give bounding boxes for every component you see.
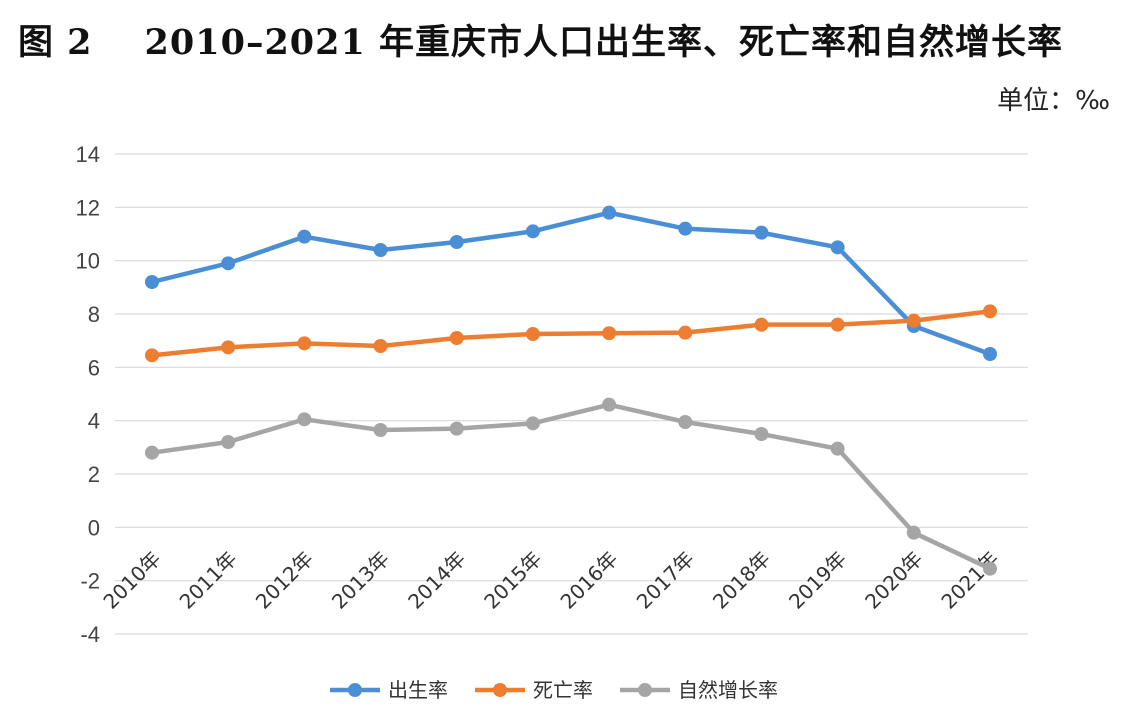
series-1 — [145, 304, 997, 363]
data-point — [906, 525, 921, 540]
gridlines — [115, 153, 1028, 635]
figure-label: 图 2 — [18, 22, 93, 63]
data-point — [373, 243, 388, 257]
data-point — [678, 221, 693, 236]
y-tick-label: 12 — [76, 195, 100, 220]
legend-swatch-marker — [348, 683, 362, 697]
chart-title: 图 2 2010–2021 年重庆市人口出生率、死亡率和自然增长率 — [18, 14, 1063, 65]
data-point — [983, 347, 997, 361]
data-point — [373, 423, 388, 437]
series-line — [149, 402, 993, 571]
data-point — [221, 340, 236, 355]
chart-title-text: 2010–2021 年重庆市人口出生率、死亡率和自然增长率 — [144, 22, 1064, 63]
legend-item: 出生率 — [330, 678, 448, 702]
data-point — [678, 325, 693, 340]
data-point — [754, 225, 769, 240]
data-point — [297, 412, 312, 427]
data-point — [525, 327, 540, 341]
y-tick-label: -4 — [80, 622, 100, 647]
y-tick-label: 6 — [88, 355, 100, 380]
y-tick-label: 0 — [88, 515, 100, 540]
data-point — [145, 275, 159, 289]
legend: 出生率 死亡率 自然增长率 — [330, 678, 778, 702]
data-point — [983, 304, 997, 319]
data-point — [145, 445, 159, 460]
y-tick-label: 8 — [88, 302, 100, 327]
data-point — [602, 205, 617, 220]
y-axis-ticks: -4 -2 0 2 4 6 8 10 12 14 — [76, 142, 100, 647]
data-point — [602, 326, 617, 341]
data-point — [221, 256, 236, 271]
data-point — [830, 240, 845, 255]
series-line — [149, 210, 993, 357]
y-tick-label: 2 — [88, 462, 100, 487]
legend-item: 死亡率 — [475, 678, 593, 702]
series-0 — [145, 205, 997, 361]
data-point — [830, 317, 845, 332]
data-point — [373, 339, 388, 353]
legend-label: 自然增长率 — [678, 678, 778, 702]
data-point — [602, 397, 617, 412]
series-lines — [145, 205, 997, 576]
data-point — [449, 421, 464, 436]
y-tick-label: 10 — [76, 249, 100, 274]
data-point — [449, 235, 464, 249]
legend-swatch-marker — [638, 683, 652, 697]
series-line — [149, 309, 993, 358]
y-tick-label: 4 — [88, 409, 100, 434]
data-point — [297, 229, 312, 244]
legend-label: 出生率 — [388, 678, 448, 702]
y-tick-label: 14 — [76, 142, 100, 167]
data-point — [297, 336, 312, 351]
data-point — [754, 427, 769, 441]
data-point — [221, 435, 236, 449]
data-point — [678, 415, 693, 429]
data-point — [525, 416, 540, 431]
legend-label: 死亡率 — [533, 678, 593, 702]
unit-label: 单位：‰ — [997, 86, 1110, 116]
data-point — [525, 224, 540, 239]
legend-item: 自然增长率 — [620, 678, 778, 702]
data-point — [830, 441, 845, 456]
series-2 — [145, 397, 997, 576]
legend-swatch-marker — [493, 683, 507, 697]
data-point — [449, 331, 464, 345]
y-tick-label: -2 — [80, 569, 100, 594]
data-point — [754, 317, 769, 332]
data-point — [906, 313, 921, 328]
data-point — [983, 561, 997, 576]
data-point — [145, 348, 159, 363]
